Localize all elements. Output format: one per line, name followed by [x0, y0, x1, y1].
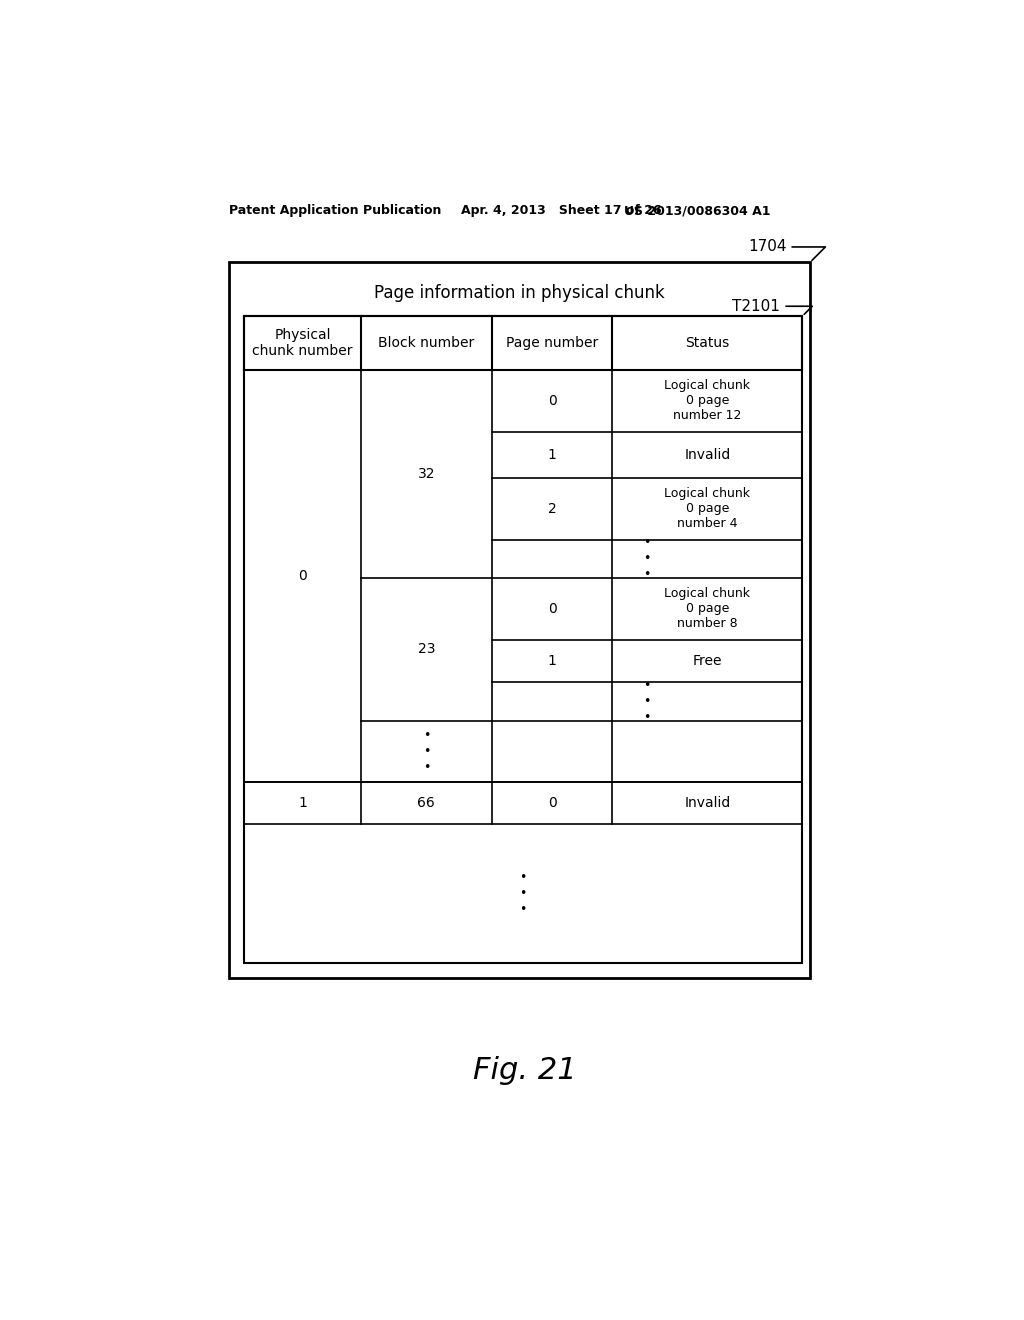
Bar	[228, 263, 810, 978]
Text: 0: 0	[298, 569, 307, 583]
Bar	[245, 317, 802, 964]
Text: •
•
•: • • •	[519, 871, 527, 916]
Text: 23: 23	[418, 643, 435, 656]
Text: 0: 0	[548, 602, 557, 616]
Text: 66: 66	[418, 796, 435, 810]
Text: T2101: T2101	[732, 298, 812, 314]
Text: Logical chunk
0 page
number 4: Logical chunk 0 page number 4	[665, 487, 751, 531]
Text: Invalid: Invalid	[684, 447, 730, 462]
Text: Page number: Page number	[506, 337, 598, 350]
Text: •
•
•: • • •	[643, 678, 651, 723]
Text: 1704: 1704	[748, 239, 825, 260]
Text: US 2013/0086304 A1: US 2013/0086304 A1	[624, 205, 770, 218]
Text: 0: 0	[548, 796, 557, 810]
Text: Logical chunk
0 page
number 8: Logical chunk 0 page number 8	[665, 587, 751, 631]
Text: 1: 1	[548, 653, 557, 668]
Text: •
•
•: • • •	[643, 536, 651, 581]
Text: 2: 2	[548, 502, 557, 516]
Text: Physical
chunk number: Physical chunk number	[252, 329, 352, 358]
Text: 1: 1	[298, 796, 307, 810]
Text: Patent Application Publication: Patent Application Publication	[228, 205, 441, 218]
Text: Free: Free	[692, 653, 722, 668]
Text: 1: 1	[548, 447, 557, 462]
Text: Logical chunk
0 page
number 12: Logical chunk 0 page number 12	[665, 379, 751, 422]
Text: 0: 0	[548, 393, 557, 408]
Text: Block number: Block number	[378, 337, 474, 350]
Text: •
•
•: • • •	[423, 729, 430, 774]
Text: Status: Status	[685, 337, 729, 350]
Text: Fig. 21: Fig. 21	[473, 1056, 577, 1085]
Text: Page information in physical chunk: Page information in physical chunk	[374, 284, 665, 302]
Text: Apr. 4, 2013   Sheet 17 of 26: Apr. 4, 2013 Sheet 17 of 26	[461, 205, 662, 218]
Text: 32: 32	[418, 467, 435, 480]
Text: Invalid: Invalid	[684, 796, 730, 810]
